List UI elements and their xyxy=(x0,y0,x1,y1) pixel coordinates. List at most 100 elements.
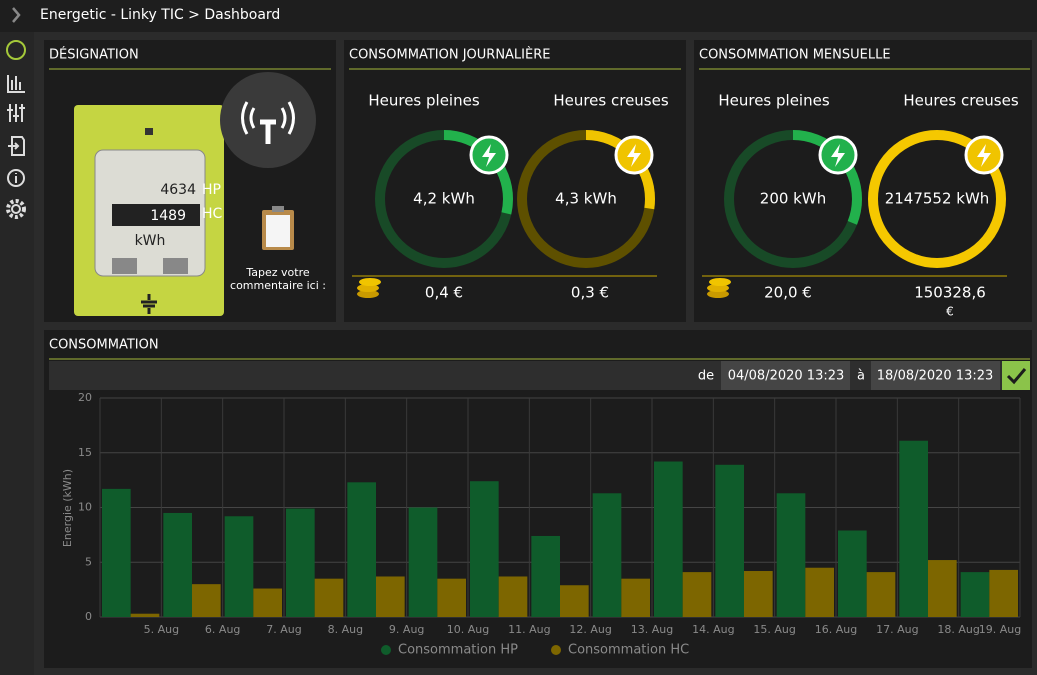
panel-title: CONSOMMATION xyxy=(49,338,159,353)
antenna-icon xyxy=(260,119,276,144)
top-bar xyxy=(0,0,1037,32)
y-axis-title: Energie (kWh) xyxy=(61,469,74,547)
cost: 0,3 € xyxy=(571,284,609,302)
date-to[interactable]: 18/08/2020 13:23 xyxy=(877,369,994,384)
y-tick-label: 0 xyxy=(85,610,92,623)
cost-unit: € xyxy=(946,305,954,319)
bar xyxy=(960,572,990,617)
bar xyxy=(592,493,622,617)
x-tick-label: 15. Aug xyxy=(753,623,795,636)
x-tick-label: 12. Aug xyxy=(569,623,611,636)
bar xyxy=(531,535,560,617)
panel xyxy=(344,40,686,322)
bar xyxy=(715,464,744,617)
gauge-label: Heures creuses xyxy=(903,92,1019,110)
panel xyxy=(694,40,1032,322)
gauge-arc xyxy=(375,130,513,268)
cost: 20,0 € xyxy=(764,284,812,302)
x-tick-label: 9. Aug xyxy=(389,623,424,636)
gauge-arc xyxy=(868,130,1006,268)
meter-button xyxy=(163,258,188,274)
bar xyxy=(989,569,1018,617)
bar xyxy=(621,578,650,617)
check-icon xyxy=(1006,368,1027,385)
legend-marker xyxy=(381,645,391,655)
bar xyxy=(776,493,806,617)
sidebar xyxy=(0,32,34,675)
gauge-value: 4,3 kWh xyxy=(555,190,617,208)
date-input[interactable] xyxy=(871,361,1000,390)
y-tick-label: 20 xyxy=(78,391,92,404)
plug-icon xyxy=(141,294,157,314)
bar xyxy=(899,440,928,617)
y-tick-label: 5 xyxy=(85,555,92,568)
bar xyxy=(682,572,712,617)
y-tick-label: 15 xyxy=(78,446,92,459)
apply-button[interactable] xyxy=(1002,361,1030,390)
clipboard-paper xyxy=(266,215,290,247)
bar xyxy=(744,571,773,617)
bar xyxy=(192,584,221,617)
x-tick-label: 13. Aug xyxy=(631,623,673,636)
x-tick-label: 11. Aug xyxy=(508,623,550,636)
date-input[interactable] xyxy=(721,361,850,390)
x-tick-label: 16. Aug xyxy=(815,623,857,636)
x-tick-label: 8. Aug xyxy=(328,623,363,636)
bar xyxy=(376,576,405,617)
comment-hint[interactable]: Tapez votre xyxy=(245,266,309,279)
x-tick-label: 10. Aug xyxy=(447,623,489,636)
bar xyxy=(866,572,896,617)
panel-title: CONSOMMATION JOURNALIÈRE xyxy=(349,47,550,63)
meter-hc: 1489 xyxy=(150,208,186,224)
breadcrumb[interactable]: Energetic - Linky TIC > Dashboard xyxy=(40,7,280,23)
gauge-label: Heures creuses xyxy=(553,92,669,110)
meter-button xyxy=(112,258,137,274)
from-label: de xyxy=(698,369,714,384)
bar xyxy=(253,588,282,617)
bar xyxy=(838,530,867,617)
bar xyxy=(102,488,131,617)
date-from[interactable]: 04/08/2020 13:23 xyxy=(728,369,845,384)
bar xyxy=(805,567,834,617)
bar xyxy=(163,512,192,617)
date-bar xyxy=(49,361,1030,390)
bar xyxy=(314,578,344,617)
meter-display xyxy=(112,204,200,226)
cost: 150328,6 xyxy=(914,284,986,302)
bar-chart: 0 5 10 15 20 Consommation HP Consommation HC 5.… xyxy=(78,391,1021,658)
sidebar-icons[interactable] xyxy=(6,40,26,219)
x-tick-label: 18. Aug xyxy=(937,623,979,636)
legend-label: Consommation HP xyxy=(398,643,518,658)
bar xyxy=(498,576,528,617)
gauge-arc xyxy=(517,130,655,268)
badges xyxy=(357,135,1004,298)
x-tick-label: 14. Aug xyxy=(692,623,734,636)
gauge-label: Heures pleines xyxy=(718,92,829,110)
gauge-label: Heures pleines xyxy=(368,92,479,110)
legend-label: Consommation HC xyxy=(568,643,689,658)
y-tick-label: 10 xyxy=(78,501,92,514)
bar xyxy=(928,560,957,617)
antenna-icon xyxy=(241,101,295,135)
bar xyxy=(470,481,499,617)
x-tick-label: 19. Aug xyxy=(979,623,1021,636)
expand-icon[interactable] xyxy=(12,7,21,23)
meter-hp: 4634 xyxy=(160,182,196,198)
gauge-value: 4,2 kWh xyxy=(413,190,475,208)
x-tick-label: 6. Aug xyxy=(205,623,240,636)
meter-unit: kWh xyxy=(135,233,166,249)
meter-hc-label: HC xyxy=(202,206,223,222)
clipboard-clip xyxy=(272,206,284,212)
comment-hint[interactable]: commentaire ici : xyxy=(230,279,326,292)
meter-hp-label: HP xyxy=(202,182,221,198)
gauge-value: 200 kWh xyxy=(760,190,826,208)
bar xyxy=(130,613,160,617)
x-tick-label: 7. Aug xyxy=(266,623,301,636)
bar xyxy=(286,508,315,617)
panel-title: DÉSIGNATION xyxy=(49,47,139,63)
gauge-arc xyxy=(724,130,862,268)
to-label: à xyxy=(857,369,865,384)
bar xyxy=(347,482,376,617)
